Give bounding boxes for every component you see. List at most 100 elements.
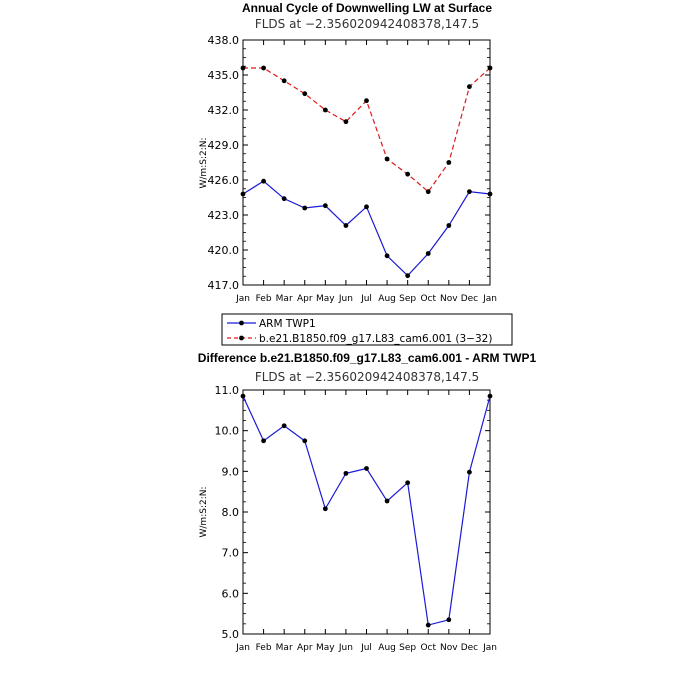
chart1-subtitle: FLDS at −2.356020942408378,147.5: [255, 17, 479, 31]
chart2-title: Difference b.e21.B1850.f09_g17.L83_cam6.…: [198, 351, 537, 365]
chart2-xtick-label: Mar: [276, 643, 293, 653]
chart1-ytick-label: 420.0: [208, 244, 240, 257]
chart1-series-0-point: [302, 205, 308, 211]
chart2-series-0-point: [343, 470, 349, 476]
chart1-series-1-point: [446, 160, 452, 165]
chart1-series-0-point: [446, 223, 452, 228]
chart2-xtick-label: Jun: [338, 643, 353, 653]
chart2-xtick-label: Jul: [360, 643, 372, 653]
chart2-series-0-point: [425, 622, 431, 628]
chart2-ytick-label: 7.0: [222, 547, 240, 560]
chart1-series-1-point: [425, 189, 431, 195]
chart1-series-0-point: [343, 223, 349, 228]
chart1-xtick-label: Feb: [256, 294, 272, 304]
chart2-series-0-point: [322, 506, 328, 512]
chart1-xtick-label: Sep: [399, 294, 416, 304]
legend-label-arm: ARM TWP1: [259, 318, 316, 330]
legend-marker-model: [239, 335, 244, 341]
chart1-xtick-label: Jun: [338, 294, 353, 304]
chart1-xtick-label: Jul: [360, 294, 372, 304]
chart1-series-0-point: [467, 189, 472, 195]
chart1-series-1-point: [343, 119, 349, 125]
chart1-ytick-label: 417.0: [208, 279, 240, 292]
chart1-series-0-point: [240, 191, 246, 197]
chart1-plot-frame: [242, 39, 491, 286]
chart1-series-0-point: [322, 203, 328, 209]
chart2-xtick-label: May: [316, 643, 335, 653]
chart2-ytick-label: 8.0: [222, 506, 240, 519]
chart1-xtick-label: May: [316, 294, 335, 304]
chart1-ytick-label: 429.0: [208, 139, 240, 152]
chart2-plot-frame: [242, 389, 491, 635]
chart1-xtick-label: Oct: [420, 294, 436, 304]
legend-marker-arm: [239, 320, 244, 326]
legend: ARM TWP1 b.e21.B1850.f09_g17.L83_cam6.00…: [221, 313, 513, 346]
chart1-series-1-point: [384, 156, 390, 162]
chart1-ylabel: W/m:S:2:N:: [199, 138, 209, 189]
chart2-ylabel: W/m:S:2:N:: [199, 487, 209, 538]
chart2-series-0-point: [487, 393, 493, 399]
chart1-xtick-label: Jan: [482, 294, 497, 304]
chart2-series-0-point: [446, 617, 452, 623]
chart2-xtick-label: Apr: [297, 643, 313, 653]
chart2-xtick-label: Jan: [235, 643, 250, 653]
chart2-xtick-label: Jan: [482, 643, 497, 653]
chart2-series-line-0: [242, 395, 491, 626]
chart1-series-0-point: [405, 273, 411, 279]
chart2-series-0-point: [240, 393, 246, 399]
chart2-xtick-label: Oct: [420, 643, 436, 653]
chart1-series-0-point: [281, 196, 287, 202]
chart1-series-1-point: [405, 171, 411, 177]
chart1-series-0-point: [261, 178, 266, 184]
chart2-xtick-label: Feb: [256, 643, 272, 653]
chart1-series-0-point: [487, 191, 493, 197]
chart1-series-1-point: [322, 107, 328, 113]
chart1-series-1-point: [302, 91, 308, 97]
chart1-xtick-label: Mar: [276, 294, 293, 304]
chart1-ytick-label: 435.0: [208, 69, 240, 82]
chart2-ytick-label: 11.0: [215, 384, 240, 397]
chart2-ytick-label: 10.0: [215, 425, 240, 438]
chart1-series-1-point: [240, 65, 246, 71]
chart1-xtick-label: Jan: [235, 294, 250, 304]
chart2-series-0-point: [467, 469, 472, 475]
chart1-series-1-point: [281, 78, 287, 84]
chart2-xtick-label: Aug: [378, 643, 396, 653]
chart1-series-group: [240, 65, 493, 279]
chart1-series-line-0: [242, 180, 491, 277]
chart2-xtick-label: Sep: [399, 643, 416, 653]
chart2-series-0-point: [384, 498, 390, 504]
chart2-xtick-label: Dec: [461, 643, 478, 653]
chart1-xtick-label: Dec: [461, 294, 478, 304]
chart1-xtick-label: Aug: [378, 294, 396, 304]
chart1-title: Annual Cycle of Downwelling LW at Surfac…: [242, 1, 492, 15]
chart1-series-1-point: [467, 84, 472, 90]
chart1-series-1-point: [364, 98, 369, 104]
legend-label-model: b.e21.B1850.f09_g17.L83_cam6.001 (3−32): [259, 333, 492, 345]
chart2-series-0-point: [261, 438, 266, 444]
chart2-ytick-label: 5.0: [222, 628, 240, 641]
chart2-subtitle: FLDS at −2.356020942408378,147.5: [255, 370, 479, 384]
chart2-series-0-point: [281, 423, 287, 429]
chart-difference: Difference b.e21.B1850.f09_g17.L83_cam6.…: [198, 351, 537, 653]
chart1-xtick-label: Apr: [297, 294, 313, 304]
chart2-series-0-point: [364, 466, 369, 471]
chart2-xtick-label: Nov: [440, 643, 458, 653]
chart1-series-0-point: [364, 204, 369, 210]
chart1-series-0-point: [425, 251, 431, 256]
chart1-series-1-point: [487, 65, 493, 71]
chart1-xtick-label: Nov: [440, 294, 458, 304]
chart-annual-cycle: Annual Cycle of Downwelling LW at Surfac…: [199, 1, 497, 304]
chart1-ytick-label: 438.0: [208, 34, 240, 47]
chart1-ytick-label: 423.0: [208, 209, 240, 222]
chart2-series-0-point: [302, 438, 308, 444]
legend-box: [221, 313, 513, 346]
chart2-series-0-point: [405, 480, 411, 486]
chart2-series-group: [240, 393, 493, 628]
chart1-ytick-label: 432.0: [208, 104, 240, 117]
chart2-ytick-label: 9.0: [222, 465, 240, 478]
chart1-series-line-1: [243, 67, 491, 193]
chart1-ytick-label: 426.0: [208, 174, 240, 187]
